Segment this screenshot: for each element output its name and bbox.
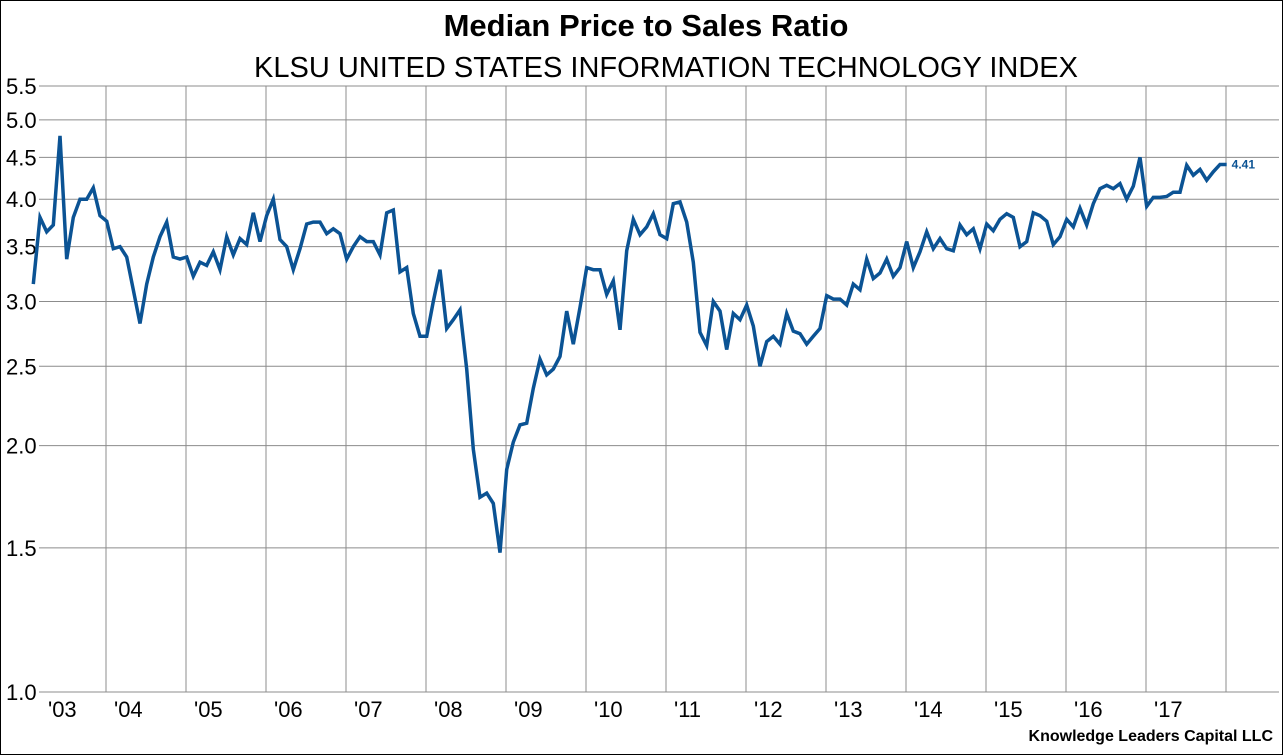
y-tick-label: 4.5 [6,145,37,170]
chart-subtitle: KLSU UNITED STATES INFORMATION TECHNOLOG… [254,52,1078,84]
end-value-label: 4.41 [1232,158,1256,172]
x-tick-label: '16 [1074,697,1103,722]
y-tick-label: 2.5 [6,354,37,379]
chart-credit: Knowledge Leaders Capital LLC [1029,728,1274,745]
x-tick-label: '14 [914,697,943,722]
vertical-gridlines [105,86,1227,692]
y-tick-label: 5.0 [6,108,37,133]
x-tick-label: '08 [434,697,463,722]
chart-title: Median Price to Sales Ratio [444,8,849,43]
y-tick-label: 4.0 [6,187,37,212]
series-layer: 4.41 [31,135,1256,553]
x-axis-tick-labels: '03 '04 '05 '06 '07 '08 '09 '10 '11 '12 '13 '14 '15 '… [48,697,1183,722]
x-tick-label: '10 [594,697,623,722]
y-tick-label: 1.5 [6,536,37,561]
x-tick-label: '15 [994,697,1023,722]
x-tick-label: '17 [1154,697,1183,722]
x-tick-label: '13 [834,697,863,722]
x-tick-label: '06 [274,697,303,722]
y-tick-label: 1.0 [6,680,37,705]
x-tick-label: '05 [194,697,223,722]
x-tick-label: '09 [514,697,543,722]
x-tick-label: '12 [754,697,783,722]
y-tick-label: 2.0 [6,434,37,459]
y-tick-label: 5.5 [6,74,37,99]
y-tick-label: 3.5 [6,235,37,260]
x-tick-label: '03 [48,697,77,722]
x-tick-label: '07 [354,697,383,722]
y-axis-tick-labels: 1.0 1.5 2.0 2.5 3.0 3.5 4.0 4.5 5.0 5.5 [6,74,37,705]
x-tick-label: '11 [674,697,701,722]
y-tick-label: 3.0 [6,289,37,314]
horizontal-gridlines [39,85,1279,693]
series-line [31,135,1227,553]
x-tick-label: '04 [114,697,143,722]
